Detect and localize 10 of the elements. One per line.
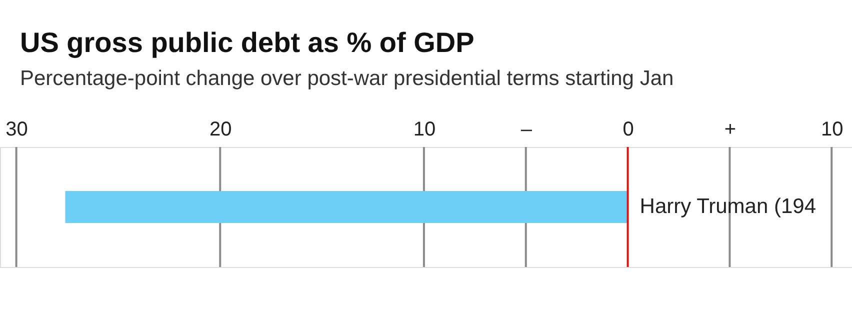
chart-title: US gross public debt as % of GDP	[20, 27, 474, 58]
chart-subtitle: Percentage-point change over post-war presidential terms starting Jan	[20, 67, 674, 90]
x-tick-label: 20	[210, 118, 232, 140]
x-tick-label: 30	[6, 118, 28, 140]
x-tick-label: 0	[622, 118, 634, 140]
x-tick-label: –	[520, 118, 533, 140]
x-tick-label: +	[724, 118, 736, 140]
x-tick-label: 10	[413, 118, 436, 140]
x-tick-label: 10	[820, 118, 844, 140]
y-tick-label: Harry Truman (194	[640, 195, 816, 218]
